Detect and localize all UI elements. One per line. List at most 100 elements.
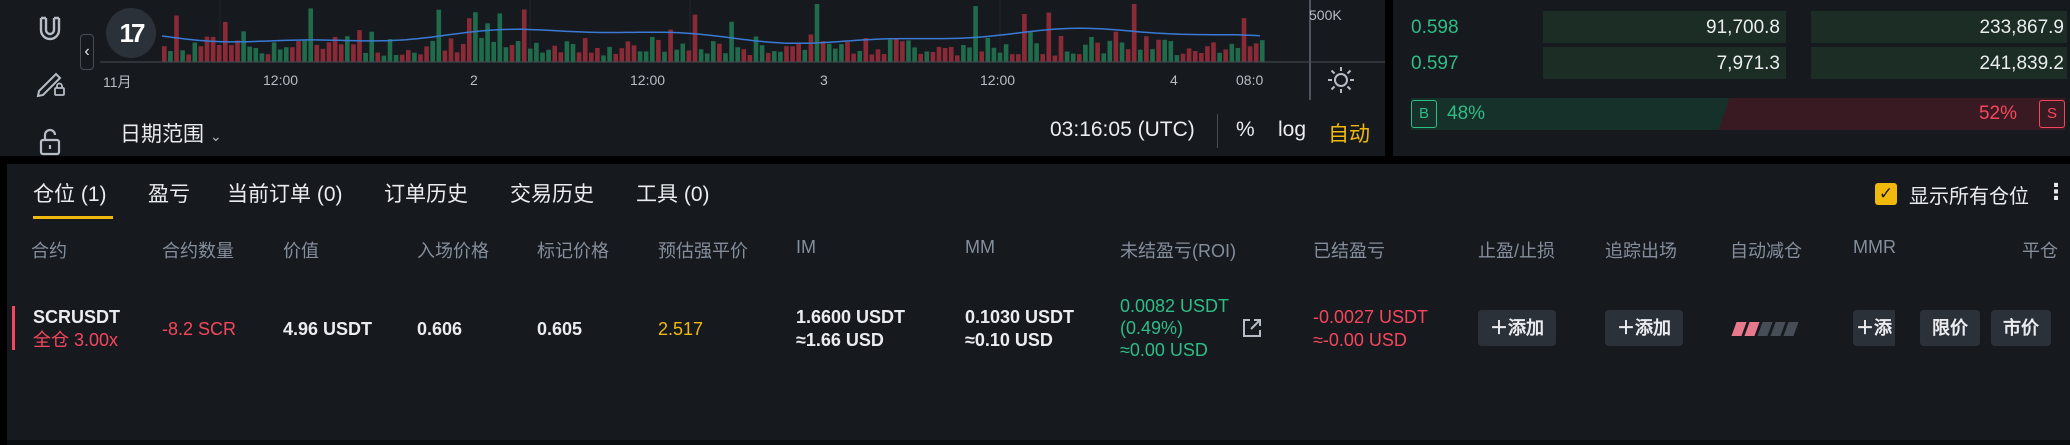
tab-pnl[interactable]: 盈亏 xyxy=(148,183,190,206)
volume-bar xyxy=(369,31,374,62)
tab-trade-history[interactable]: 交易历史 xyxy=(510,183,594,206)
realized-pnl-usdt: -0.0027 USDT xyxy=(1313,307,1429,327)
auto-scale-button[interactable]: 自动 xyxy=(1328,123,1370,146)
volume-bar xyxy=(1229,43,1235,62)
unlock-icon[interactable] xyxy=(30,120,70,160)
volume-bar xyxy=(247,46,252,62)
volume-bar xyxy=(826,43,832,62)
x-tick: 2 xyxy=(470,72,478,88)
margin-mode-leverage[interactable]: 全仓 3.00x xyxy=(33,330,119,350)
volume-bar xyxy=(1168,41,1174,62)
mmr-add-button[interactable]: ＋添 xyxy=(1853,310,1895,346)
volume-bar xyxy=(277,49,283,62)
collapse-toolbar-button[interactable]: ‹ xyxy=(80,34,94,70)
volume-bar xyxy=(1119,42,1125,62)
x-tick: 4 xyxy=(1170,72,1178,88)
volume-bar xyxy=(1064,51,1070,62)
volume-bar xyxy=(479,37,484,62)
tab-positions[interactable]: 仓位 (1) xyxy=(33,183,107,206)
x-tick: 08:0 xyxy=(1236,72,1264,88)
volume-bar xyxy=(711,41,716,62)
volume-bar xyxy=(851,53,856,62)
volume-bar xyxy=(607,46,612,62)
volume-bar xyxy=(448,38,454,62)
volume-bar xyxy=(253,48,259,62)
unrealized-pnl-usdt: 0.0082 USDT xyxy=(1120,296,1230,316)
add-trailing-stop-button[interactable]: ＋添加 xyxy=(1605,310,1683,346)
order-book: 0.598 91,700.8 233,867.9 0.597 7,971.3 2… xyxy=(1393,0,2070,156)
volume-bar xyxy=(894,38,899,62)
order-book-row[interactable]: 0.597 7,971.3 241,839.2 xyxy=(1393,47,2070,79)
volume-bar xyxy=(332,36,338,62)
volume-bar xyxy=(741,49,747,62)
volume-bar xyxy=(1107,40,1113,62)
tab-open-orders[interactable]: 当前订单 (0) xyxy=(227,183,343,206)
volume-bar xyxy=(936,46,942,62)
volume-bar xyxy=(338,44,344,62)
add-tp-sl-button[interactable]: ＋添加 xyxy=(1478,310,1556,346)
show-all-label: 显示所有仓位 xyxy=(1909,186,2029,208)
percent-scale-button[interactable]: % xyxy=(1236,118,1255,141)
volume-bar xyxy=(753,36,759,62)
lock-pencil-icon[interactable] xyxy=(30,62,70,102)
divider xyxy=(1217,114,1218,148)
sell-ratio-fill xyxy=(1718,98,2065,130)
column-header-value: 价值 xyxy=(283,241,319,261)
realized-pnl-usd: ≈-0.00 USD xyxy=(1313,330,1407,350)
volume-chart[interactable] xyxy=(100,0,1385,100)
initial-margin-usdt: 1.6600 USDT xyxy=(796,307,906,327)
volume-bar xyxy=(1235,47,1241,62)
volume-bar xyxy=(857,50,862,62)
position-symbol[interactable]: SCRUSDT xyxy=(33,307,121,327)
volume-bar xyxy=(399,54,405,62)
date-range-dropdown[interactable]: 日期范围 ⌄ xyxy=(120,118,222,148)
column-header-mark-price: 标记价格 xyxy=(537,241,609,261)
volume-bar xyxy=(601,55,606,62)
volume-bar xyxy=(1174,55,1180,62)
volume-bar xyxy=(1052,55,1058,62)
volume-bar xyxy=(613,53,618,62)
checkbox[interactable]: ✓ xyxy=(1875,183,1897,205)
volume-bar xyxy=(765,52,771,62)
utc-clock[interactable]: 03:16:05 (UTC) xyxy=(1050,118,1195,141)
x-tick: 3 xyxy=(820,72,828,88)
volume-bar xyxy=(1070,53,1076,62)
column-header-symbol: 合约 xyxy=(31,241,67,261)
share-icon[interactable] xyxy=(1240,316,1264,340)
initial-margin-usd: ≈1.66 USD xyxy=(796,330,884,350)
theme-sun-icon[interactable] xyxy=(1327,66,1355,94)
volume-bar xyxy=(290,47,295,62)
order-book-row[interactable]: 0.598 91,700.8 233,867.9 xyxy=(1393,11,2070,43)
tradingview-logo[interactable]: 17 xyxy=(106,8,156,58)
volume-bar xyxy=(887,39,893,62)
volume-bar xyxy=(1138,49,1143,62)
volume-bar xyxy=(808,34,814,62)
volume-bar xyxy=(924,51,930,62)
log-scale-button[interactable]: log xyxy=(1278,118,1307,141)
volume-bar xyxy=(186,54,191,62)
volume-bar xyxy=(1180,53,1186,62)
volume-bar xyxy=(497,13,503,62)
volume-bar xyxy=(582,38,588,62)
positions-tabs: 仓位 (1) 盈亏 当前订单 (0) 订单历史 交易历史 工具 (0) xyxy=(7,164,1207,224)
bottom-strip xyxy=(7,440,2070,445)
magnet-icon[interactable] xyxy=(30,8,70,48)
volume-bar xyxy=(1046,12,1052,63)
tab-order-history[interactable]: 订单历史 xyxy=(384,183,468,206)
volume-bar xyxy=(650,37,655,62)
more-options-icon[interactable]: ⋮ xyxy=(2045,179,2067,204)
volume-bar xyxy=(961,45,966,62)
adl-segment xyxy=(1783,322,1799,336)
close-market-button[interactable]: 市价 xyxy=(1991,310,2051,346)
volume-bar xyxy=(686,50,692,62)
volume-bar xyxy=(863,38,869,62)
column-header-liq-price: 预估强平价 xyxy=(658,241,748,261)
tab-tools[interactable]: 工具 (0) xyxy=(636,183,710,206)
bid-total: 233,867.9 xyxy=(1979,17,2064,38)
volume-bar xyxy=(357,30,362,62)
volume-bar xyxy=(759,45,765,62)
close-limit-button[interactable]: 限价 xyxy=(1920,310,1980,346)
volume-bar xyxy=(1162,39,1167,62)
volume-bar xyxy=(284,47,289,62)
volume-bar xyxy=(955,55,960,62)
